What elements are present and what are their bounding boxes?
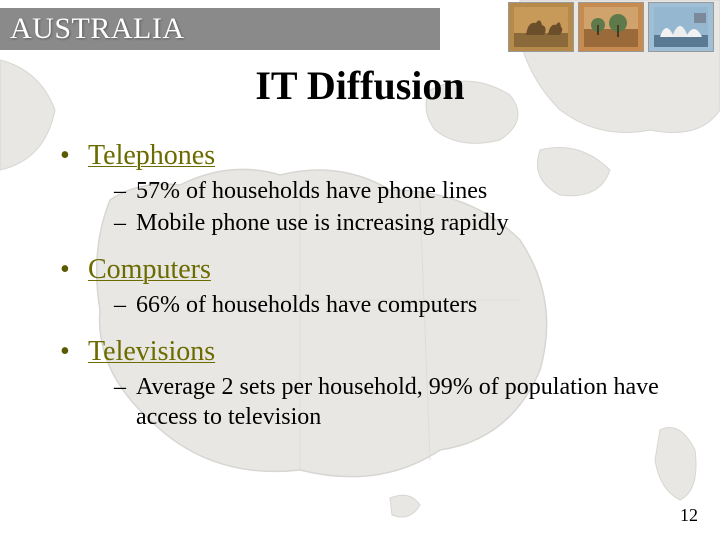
opera-house-thumb [648,2,714,52]
section-computers: Computers 66% of households have compute… [54,254,680,320]
landscape-thumb [578,2,644,52]
bullet-computers: Computers [54,254,680,286]
sub-item: 57% of households have phone lines [114,176,680,206]
country-title-bar: AUSTRALIA [0,8,440,50]
section-telephones: Telephones 57% of households have phone … [54,140,680,238]
section-televisions: Televisions Average 2 sets per household… [54,336,680,432]
country-title: AUSTRALIA [10,12,185,46]
heading-computers: Computers [88,254,211,285]
content-body: Telephones 57% of households have phone … [54,140,680,448]
bullet-telephones: Telephones [54,140,680,172]
page-number: 12 [680,505,698,526]
sub-item: Average 2 sets per household, 99% of pop… [114,372,680,432]
sub-item: Mobile phone use is increasing rapidly [114,208,680,238]
slide-title: IT Diffusion [0,62,720,109]
heading-telephones: Telephones [88,140,215,171]
bullet-televisions: Televisions [54,336,680,368]
photo-strip [508,2,714,52]
sub-item: 66% of households have computers [114,290,680,320]
heading-televisions: Televisions [88,336,215,367]
kangaroo-thumb [508,2,574,52]
